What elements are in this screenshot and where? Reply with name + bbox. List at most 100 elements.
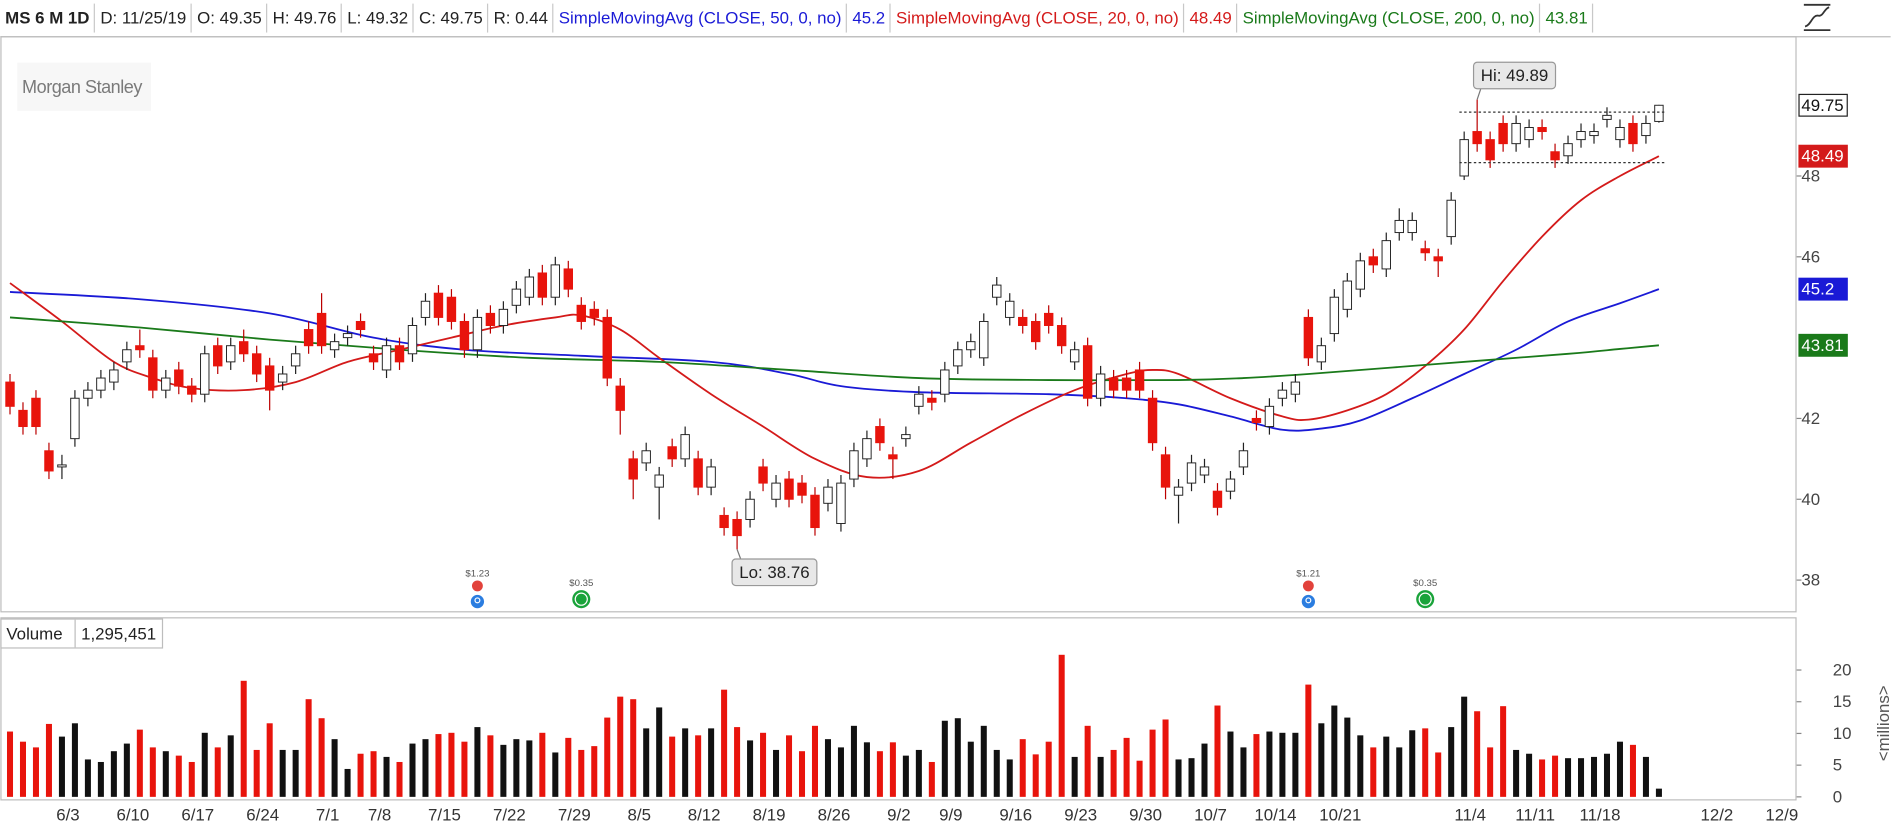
header-item: C: 49.75 [419,9,483,28]
volume-bar [240,680,247,797]
volume-bar [552,752,559,797]
volume-bar [110,751,117,797]
candle-body [1446,199,1456,238]
candle-body [1043,312,1054,326]
candle-body [1277,389,1288,399]
volume-bar [1487,747,1494,797]
volume-bar [1513,749,1520,797]
volume-bar [798,751,806,797]
volume-bar [760,732,767,797]
study-name: SimpleMovingAvg (CLOSE, 200, 0, no) [1243,9,1535,28]
draw-tool-icon[interactable] [1803,3,1831,32]
candle-body [1005,300,1015,318]
watermark: Morgan Stanley [22,77,142,97]
candle-body [1238,450,1249,468]
volume-bar [811,725,819,797]
volume-bar [1409,730,1416,797]
candle-body [1550,151,1560,161]
candle-body [1602,114,1612,120]
volume-bar [734,727,741,797]
moving-average-line [9,155,1660,479]
volume-bar [1552,755,1559,797]
x-tick-label: 7/22 [493,805,526,824]
earnings-icon [471,580,483,592]
candle-body [1329,296,1340,335]
candle-body [1264,405,1275,428]
candle-body [1459,139,1469,177]
volume-bar [1110,749,1117,797]
candle-body [576,304,586,322]
candle-body [18,409,28,428]
volume-bar [773,749,780,797]
x-tick-label: 8/19 [753,805,786,824]
event-label: $0.35 [1413,578,1437,589]
study-last-label: 48.49 [1801,147,1843,166]
volume-bar [1136,760,1143,797]
candle-body [44,450,54,472]
volume-bar [941,720,948,797]
watermark-box [17,62,152,111]
volume-bar [824,739,831,797]
volume-bar [1227,731,1234,797]
candle-body [706,466,716,488]
close-last-label: 49.75 [1801,96,1843,115]
volume-bar [1266,731,1273,797]
study-last-label: 45.2 [1801,280,1834,299]
x-tick-label: 9/16 [999,805,1032,824]
volume-bar [474,727,481,797]
candle-body [1511,122,1521,145]
candle-body [1108,377,1119,391]
candle-body [914,393,924,407]
volume-bar [32,747,39,797]
volume-bar [279,749,286,797]
volume-bar [993,749,1000,797]
volume-bar [578,749,585,797]
candle-body [524,276,535,298]
callout-pointer [736,549,742,560]
candle-body [654,474,664,488]
candle-body [355,320,366,331]
y-tick-label: 42 [1801,409,1820,428]
candle-body [992,284,1002,298]
volume-bar [331,739,338,797]
volume-bar [396,761,403,797]
candle-body [849,450,859,480]
header-item: H: 49.76 [273,9,337,28]
candle-body [602,316,612,379]
candle-body [1615,127,1625,141]
x-tick-label: 12/2 [1700,805,1733,824]
volume-tick-label: 15 [1833,692,1852,711]
candle-body [1082,345,1093,399]
volume-bar [928,761,935,797]
x-tick-label: 8/26 [818,805,851,824]
header-item: D: 11/25/19 [100,9,186,28]
candle-body [226,345,236,363]
volume-bar [292,749,299,797]
candle-body [1186,462,1197,484]
volume-bar [786,735,793,797]
candle-body [1641,122,1651,137]
candle-body [680,434,690,460]
candle-body [368,353,379,363]
callout-label: Hi: 49.89 [1481,66,1548,85]
candle-body [303,329,314,347]
candle-body [31,397,41,428]
volume-bar [58,736,65,797]
candle-body [251,353,262,375]
candle-body [888,454,898,460]
volume-bar [435,734,442,797]
volume-bar [1370,747,1377,797]
volume-bar [980,725,987,797]
volume-bar [1201,743,1208,797]
volume-bar [889,742,896,797]
candle-body [57,464,67,468]
x-tick-label: 6/10 [116,805,149,824]
study-last-label-box [1798,144,1848,168]
moving-average-line [9,288,1660,432]
candle-body [745,498,755,520]
study-last-label-box [1798,333,1848,357]
candle-body [589,308,599,318]
volume-bar [1318,723,1325,797]
